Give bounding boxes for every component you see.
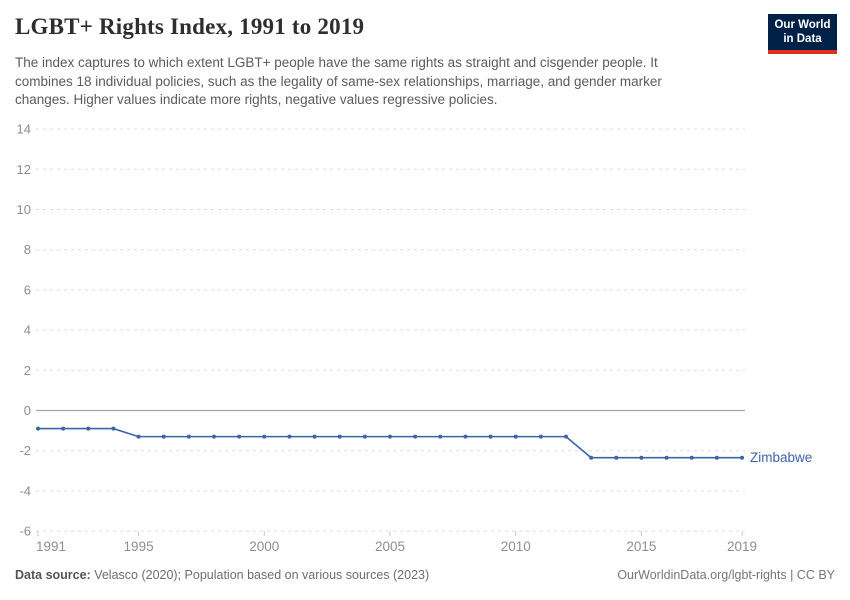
data-point [463, 434, 468, 439]
owid-credit-link[interactable]: OurWorldinData.org/lgbt-rights | CC BY [617, 568, 835, 582]
data-point [237, 434, 242, 439]
data-series-layer: Zimbabwe [36, 426, 812, 465]
y-axis-tick-label: 6 [24, 282, 31, 297]
data-point [36, 426, 40, 431]
data-point [438, 434, 443, 439]
x-axis-tick-label: 2010 [501, 539, 531, 554]
data-point [312, 434, 317, 439]
x-axis-tick-label: 2005 [375, 539, 405, 554]
data-point [614, 455, 619, 460]
data-point [664, 455, 669, 460]
data-point [538, 434, 543, 439]
subtitle-line: combines 18 individual policies, such as… [15, 73, 662, 89]
data-point [564, 434, 568, 439]
y-axis-tick-label: 10 [17, 202, 31, 217]
x-axis-tick-label: 2015 [626, 539, 656, 554]
owid-logo-text-line1: Our World [774, 19, 831, 31]
y-axis-tick-label: 0 [24, 403, 31, 418]
data-source-label: Data source: [15, 568, 91, 582]
y-axis-tick-label: -4 [19, 483, 31, 498]
entity-label: Zimbabwe [750, 450, 812, 465]
axes-layer: 14 12 10 8 6 4 2 0 -2 -4 -6 1991 1995 2000 2005 2010 201… [17, 122, 757, 554]
data-point [639, 455, 644, 460]
data-point [111, 426, 116, 431]
chart-footer: Data source: Velasco (2020); Population … [15, 568, 835, 582]
y-axis-tick-label: 2 [24, 363, 31, 378]
data-point [589, 455, 594, 460]
data-point [337, 434, 342, 439]
data-point [689, 455, 694, 460]
x-axis-tick-label: 1991 [36, 539, 66, 554]
chart-subtitle: The index captures to which extent LGBT+… [15, 54, 662, 110]
subtitle-line: changes. Higher values indicate more rig… [15, 92, 498, 107]
y-axis-tick-label: 8 [24, 242, 31, 257]
data-source-text: Velasco (2020); Population based on vari… [90, 568, 430, 582]
data-point [262, 434, 267, 439]
data-point [513, 434, 518, 439]
y-axis-tick-label: 4 [24, 323, 31, 338]
x-axis-tick-label: 2000 [249, 539, 279, 554]
data-point [362, 434, 367, 439]
data-point [488, 434, 493, 439]
data-line [37, 427, 743, 459]
y-axis-tick-label: -6 [19, 524, 31, 539]
data-point [388, 434, 392, 439]
x-axis-tick-label: 2019 [727, 539, 757, 554]
page-title: LGBT+ Rights Index, 1991 to 2019 [15, 14, 365, 39]
y-axis-tick-label: -2 [19, 443, 31, 458]
data-point [136, 434, 141, 439]
gridlines-layer [36, 128, 745, 532]
owid-logo-text-line2: in Data [783, 32, 822, 45]
data-point [413, 434, 418, 439]
data-source-note: Data source: Velasco (2020); Population … [15, 568, 429, 582]
owid-logo[interactable]: Our World in Data [768, 14, 837, 54]
data-point [740, 455, 744, 460]
y-axis-tick-label: 12 [17, 162, 31, 177]
data-point [287, 434, 292, 439]
y-axis-tick-label: 14 [17, 122, 31, 137]
data-point [161, 434, 166, 439]
x-axis-tick-label: 1995 [124, 539, 154, 554]
data-point [86, 426, 91, 431]
data-point [186, 434, 191, 439]
data-point [714, 455, 719, 460]
data-point [61, 426, 66, 431]
subtitle-line: The index captures to which extent LGBT+… [15, 55, 658, 70]
data-point [212, 434, 216, 439]
